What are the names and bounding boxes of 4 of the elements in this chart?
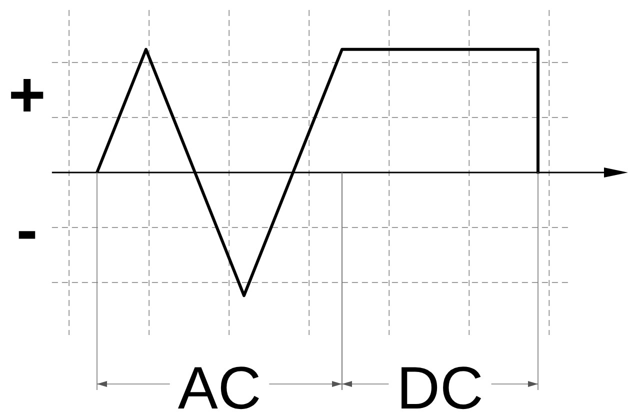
text: + xyxy=(8,58,46,130)
text: - xyxy=(16,193,38,266)
text: DC xyxy=(396,354,484,412)
text: AC xyxy=(178,354,262,412)
